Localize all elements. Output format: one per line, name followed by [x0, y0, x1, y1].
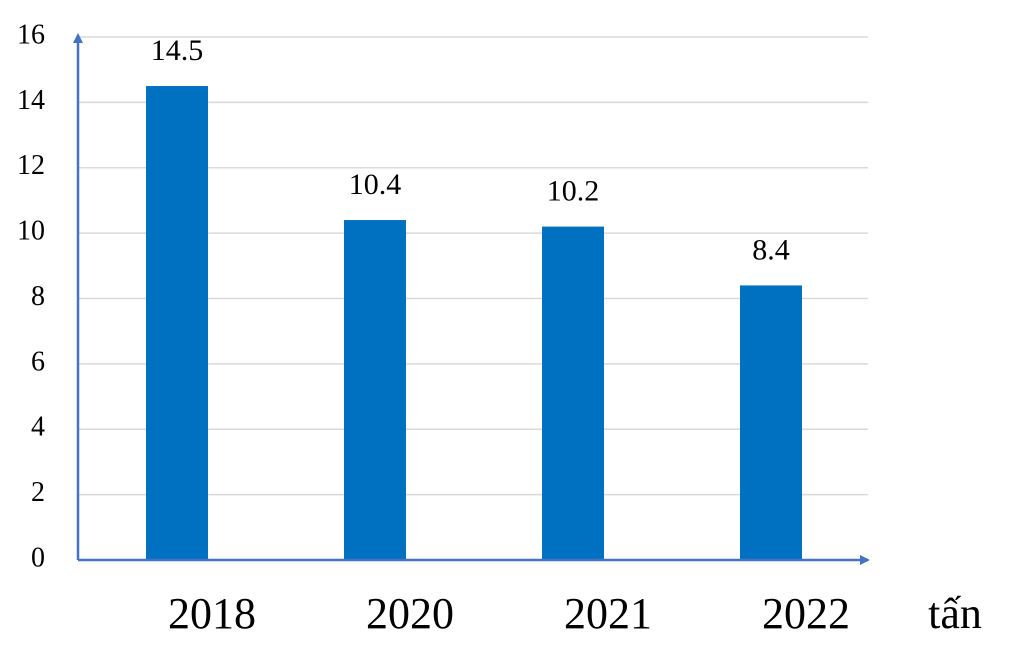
x-tick-label: 2021 — [564, 589, 652, 638]
bar — [740, 285, 802, 560]
x-axis-label: tấn — [928, 589, 982, 638]
x-tick-label: 2020 — [366, 589, 454, 638]
y-tick-label: 8 — [31, 281, 45, 312]
y-tick-label: 4 — [31, 412, 45, 443]
y-tick-label: 10 — [17, 216, 45, 247]
bar — [542, 226, 604, 560]
bar — [344, 220, 406, 561]
x-tick-label: 2018 — [168, 589, 256, 638]
y-tick-label: 14 — [17, 85, 45, 116]
bar — [146, 86, 208, 560]
y-tick-label: 2 — [31, 477, 45, 508]
value-label: 10.4 — [349, 168, 402, 201]
y-tick-label: 6 — [31, 346, 45, 377]
x-tick-label: 2022 — [762, 589, 850, 638]
y-tick-label: 12 — [17, 150, 45, 181]
value-label: 8.4 — [752, 233, 790, 266]
y-tick-label: 16 — [17, 19, 45, 50]
value-label: 10.2 — [547, 174, 600, 207]
value-label: 14.5 — [151, 34, 204, 67]
y-tick-label: 0 — [31, 542, 45, 573]
